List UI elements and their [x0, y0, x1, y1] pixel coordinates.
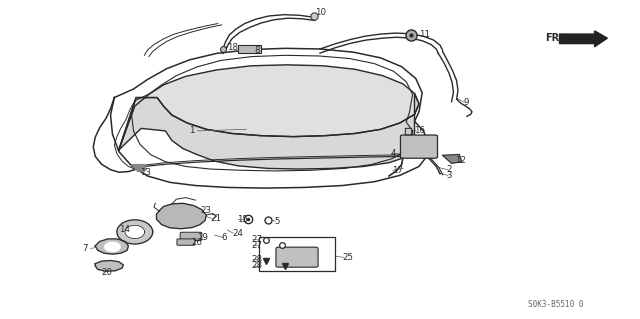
Text: 23: 23 [200, 206, 211, 215]
Bar [259, 237, 335, 271]
Text: 4: 4 [390, 149, 396, 158]
Text: 5: 5 [274, 217, 280, 226]
Text: 20: 20 [102, 268, 113, 277]
Text: 6: 6 [221, 233, 227, 242]
Text: 11: 11 [419, 31, 430, 40]
Polygon shape [157, 203, 206, 229]
Text: 10: 10 [315, 8, 326, 17]
Text: 8: 8 [255, 46, 260, 56]
Polygon shape [132, 165, 147, 172]
Text: 25: 25 [342, 253, 353, 262]
Polygon shape [95, 261, 124, 271]
Text: 21: 21 [210, 214, 221, 223]
Text: 16: 16 [415, 126, 426, 135]
Text: 28: 28 [252, 261, 262, 271]
FancyBboxPatch shape [177, 239, 195, 245]
FancyBboxPatch shape [401, 135, 438, 158]
Text: 27: 27 [252, 241, 262, 250]
Text: 15: 15 [237, 215, 248, 224]
Polygon shape [125, 225, 145, 239]
Text: 18: 18 [227, 43, 238, 52]
Polygon shape [117, 220, 153, 244]
Text: S0K3-B5510 0: S0K3-B5510 0 [527, 300, 583, 309]
Text: 9: 9 [463, 98, 468, 107]
FancyBboxPatch shape [180, 232, 202, 241]
Text: 26: 26 [191, 238, 202, 247]
Polygon shape [443, 154, 462, 163]
Text: 24: 24 [232, 229, 243, 238]
Bar [238, 45, 261, 53]
Text: 7: 7 [83, 244, 88, 253]
Text: 17: 17 [392, 166, 403, 175]
Text: 3: 3 [447, 171, 452, 180]
Text: 12: 12 [456, 156, 467, 165]
Polygon shape [119, 65, 419, 150]
Polygon shape [119, 93, 419, 169]
Polygon shape [105, 242, 120, 251]
Polygon shape [559, 31, 607, 47]
Text: 14: 14 [120, 225, 131, 234]
Text: 19: 19 [197, 233, 208, 242]
Text: 28: 28 [252, 255, 262, 264]
Text: 13: 13 [140, 168, 151, 177]
FancyBboxPatch shape [276, 247, 318, 267]
Text: 1: 1 [189, 126, 195, 135]
Text: 2: 2 [447, 165, 452, 174]
Text: FR.: FR. [545, 33, 563, 43]
Text: 27: 27 [252, 235, 262, 244]
Polygon shape [95, 239, 129, 254]
